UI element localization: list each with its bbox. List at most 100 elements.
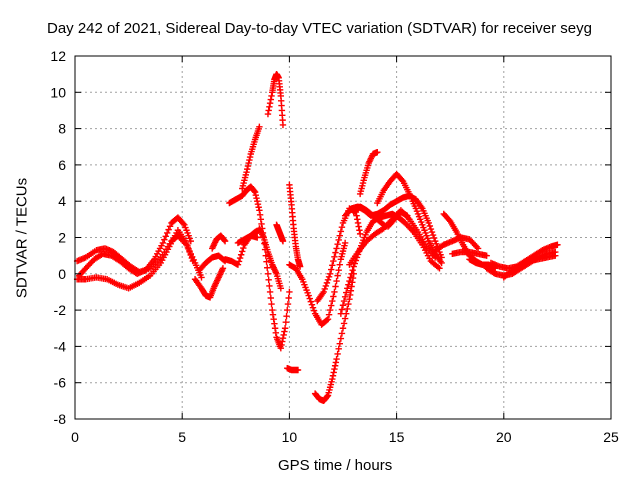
data-point [294,366,302,374]
data-point [344,285,351,292]
series-arc32 [500,252,559,281]
data-point [281,328,288,335]
data-point [279,335,287,342]
data-point [189,257,197,265]
data-point [221,237,228,244]
data-point [256,123,263,130]
data-point [330,257,337,265]
data-point [331,365,338,373]
data-point [309,304,317,311]
series-arc9 [234,227,263,247]
data-point [356,227,363,234]
data-point [331,288,338,296]
data-point [237,251,245,258]
data-point [264,270,272,277]
data-point [254,234,261,241]
data-point [166,223,174,230]
y-tick-label: 0 [58,266,66,282]
data-point [305,292,312,299]
data-point [329,375,336,383]
y-tick-label: 10 [50,84,66,100]
data-point [162,233,169,240]
data-point [335,236,342,244]
x-axis-label: GPS time / hours [278,457,393,474]
series-arc12 [264,70,287,129]
data-point [428,228,436,236]
data-point [336,261,343,268]
series-arc4 [191,265,227,301]
data-point [308,301,316,308]
y-tick-label: -2 [54,302,67,318]
data-point [234,261,242,268]
data-point [270,315,277,323]
data-point [258,220,265,228]
data-point [427,225,435,233]
series-arc17 [311,270,357,405]
data-point [330,369,337,376]
data-point [267,96,275,103]
data-point [268,300,275,308]
data-point [263,258,270,265]
series-arc22 [341,192,445,261]
data-point [429,231,437,239]
data-point [337,228,345,235]
data-point [282,319,290,326]
data-point [340,297,348,305]
data-point [353,212,360,219]
y-tick-label: -6 [54,375,67,391]
data-point [430,234,438,242]
data-point [321,285,328,293]
data-point [341,239,349,247]
data-point [322,282,330,290]
data-point [344,305,351,313]
x-tick-label: 0 [71,429,79,445]
data-point [184,242,191,250]
data-point [320,288,327,296]
data-point [348,283,355,290]
data-point [336,340,343,347]
series-arc27 [440,210,486,268]
series-arc14 [286,181,304,270]
data-point [161,236,168,243]
data-point [347,274,354,281]
data-points [73,70,561,405]
data-point [346,277,353,285]
data-point [159,239,167,247]
data-point [243,168,250,176]
data-point [425,219,432,227]
data-point [339,325,347,332]
data-point [333,245,340,252]
data-point [180,220,187,227]
data-point [324,393,331,400]
data-point [333,355,340,363]
data-point [324,315,332,323]
data-point [334,240,341,248]
data-point [334,350,341,358]
data-point [286,288,293,296]
data-point [341,293,349,300]
grid-lines [75,56,611,419]
data-point [335,345,342,353]
data-point [244,165,251,173]
data-point [490,269,497,277]
data-point [187,237,194,245]
data-point [335,266,342,274]
data-point [349,266,356,274]
x-tick-label: 10 [282,429,298,445]
data-point [283,312,290,320]
data-point [256,211,264,219]
data-point [339,302,347,309]
series-arc26 [431,234,482,254]
data-point [253,194,260,202]
data-point [198,274,205,281]
y-tick-label: 4 [58,193,66,209]
data-point [266,282,273,290]
x-tick-label: 25 [603,429,619,445]
data-point [554,241,561,248]
data-point [343,289,350,296]
data-point [354,219,362,227]
data-point [323,279,331,287]
data-point [337,335,345,342]
data-point [329,262,336,269]
data-point [310,307,318,314]
